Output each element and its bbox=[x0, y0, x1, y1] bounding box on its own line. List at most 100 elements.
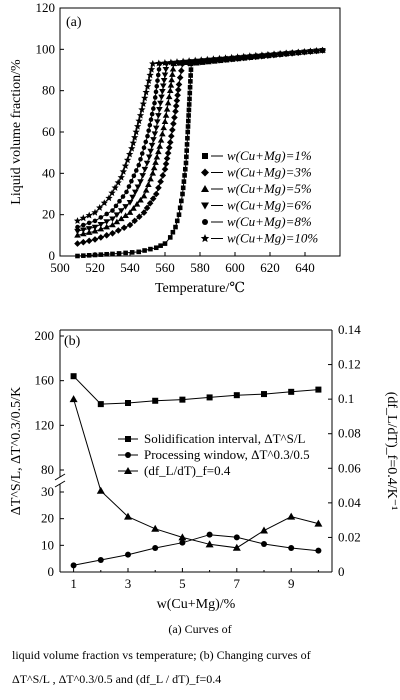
data-point-a bbox=[141, 145, 147, 151]
data-point-a bbox=[108, 189, 116, 196]
y-right-tick-label-b: 0.02 bbox=[338, 529, 361, 544]
data-point-a bbox=[234, 53, 242, 61]
data-point-a bbox=[227, 53, 236, 61]
data-point-a bbox=[179, 57, 187, 65]
data-point-a bbox=[160, 78, 168, 84]
data-point-b bbox=[206, 394, 213, 401]
data-point-b bbox=[205, 540, 214, 548]
data-point-a bbox=[117, 198, 122, 204]
legend-marker-b bbox=[125, 436, 131, 442]
data-point-a bbox=[159, 83, 167, 90]
data-point-a bbox=[148, 246, 153, 252]
data-point-a bbox=[169, 126, 176, 134]
data-point-a bbox=[141, 166, 149, 173]
data-point-a bbox=[113, 218, 121, 225]
data-point-a bbox=[153, 245, 159, 251]
data-point-a bbox=[170, 229, 176, 235]
data-point-a bbox=[110, 251, 115, 257]
caption-line-2: liquid volume fraction vs temperature; (… bbox=[12, 648, 311, 662]
data-point-a bbox=[123, 250, 128, 256]
data-point-a bbox=[161, 118, 169, 124]
data-point-a bbox=[294, 48, 302, 56]
chart-a: 500 520 540 560 580 600 620 640 0 20 40 60 80 100 120 T… bbox=[9, 0, 341, 296]
data-point-a bbox=[138, 105, 146, 113]
data-point-a bbox=[184, 148, 189, 153]
data-point-a bbox=[109, 229, 116, 237]
data-point-a bbox=[179, 198, 184, 204]
y-right-tick-label-b: 0 bbox=[338, 564, 345, 579]
data-point-a bbox=[123, 156, 132, 164]
data-point-a bbox=[288, 49, 296, 56]
data-point-a bbox=[152, 125, 160, 132]
data-point-a bbox=[117, 215, 125, 222]
data-point-a bbox=[203, 55, 211, 63]
data-point-a bbox=[185, 124, 191, 129]
legend-label-a: w(Cu+Mg)=5% bbox=[227, 181, 312, 196]
data-point-b bbox=[287, 512, 296, 520]
data-point-a bbox=[122, 212, 129, 218]
data-point-a bbox=[140, 209, 148, 216]
data-point-a bbox=[176, 212, 182, 217]
data-point-a bbox=[175, 86, 182, 94]
data-point-a bbox=[165, 93, 173, 100]
data-point-a bbox=[221, 54, 230, 62]
data-point-a bbox=[186, 118, 191, 124]
data-point-b bbox=[125, 551, 131, 558]
data-point-a bbox=[162, 160, 170, 168]
data-point-a bbox=[85, 229, 93, 235]
data-point-a bbox=[136, 213, 143, 221]
data-point-a bbox=[158, 94, 165, 101]
data-point-b bbox=[96, 486, 105, 494]
data-point-b bbox=[261, 541, 267, 547]
series-line-b bbox=[73, 534, 319, 566]
data-point-a bbox=[183, 166, 188, 172]
y-left-tick-label-b: 10 bbox=[41, 537, 54, 552]
y-left-tick-label-b: 0 bbox=[48, 564, 55, 579]
x-tick-label-a: 640 bbox=[295, 260, 315, 275]
data-point-a bbox=[103, 223, 110, 230]
data-point-a bbox=[155, 72, 161, 78]
data-point-a bbox=[156, 67, 162, 72]
panel-label-b: (b) bbox=[64, 334, 81, 349]
data-point-a bbox=[146, 200, 154, 207]
data-point-a bbox=[163, 155, 171, 162]
data-point-a bbox=[142, 88, 150, 96]
x-axis-label-b: w(Cu+Mg)/% bbox=[157, 597, 236, 612]
data-point-a bbox=[185, 135, 190, 141]
data-point-a bbox=[136, 162, 142, 168]
legend-label-a: w(Cu+Mg)=8% bbox=[227, 214, 312, 229]
caption-line-3: ΔT^S/L , ΔT^0.3/0.5 and (df_L / dT)_f=0.… bbox=[12, 672, 222, 686]
data-point-a bbox=[126, 209, 134, 215]
data-point-a bbox=[159, 89, 166, 95]
y-tick-label-a: 120 bbox=[36, 0, 56, 15]
data-point-a bbox=[103, 232, 110, 239]
data-point-a bbox=[166, 87, 174, 93]
data-point-a bbox=[151, 106, 156, 111]
data-point-a bbox=[124, 189, 129, 195]
legend-marker-a bbox=[201, 202, 209, 210]
y-right-tick-label-b: 0.08 bbox=[338, 426, 361, 441]
y-left-tick-label-b: 120 bbox=[35, 417, 55, 432]
data-point-a bbox=[120, 224, 128, 232]
data-point-a bbox=[80, 227, 87, 234]
data-point-a bbox=[147, 122, 153, 128]
data-point-a bbox=[129, 250, 135, 255]
y-left-tick-label-b: 200 bbox=[35, 328, 55, 343]
data-point-a bbox=[209, 55, 217, 63]
data-point-b bbox=[97, 557, 104, 563]
data-point-a bbox=[300, 48, 308, 55]
y-tick-label-a: 40 bbox=[42, 165, 55, 180]
data-point-a bbox=[154, 119, 161, 125]
data-point-a bbox=[129, 178, 134, 184]
data-point-a bbox=[143, 139, 149, 145]
data-point-a bbox=[183, 160, 189, 166]
data-point-a bbox=[150, 137, 157, 143]
data-point-a bbox=[152, 100, 157, 106]
legend-marker-b bbox=[125, 452, 131, 458]
data-point-a bbox=[91, 224, 99, 231]
data-point-a bbox=[270, 50, 278, 58]
data-point-a bbox=[151, 131, 159, 137]
data-point-a bbox=[131, 173, 137, 179]
data-point-a bbox=[171, 114, 178, 121]
data-point-a bbox=[74, 232, 81, 238]
